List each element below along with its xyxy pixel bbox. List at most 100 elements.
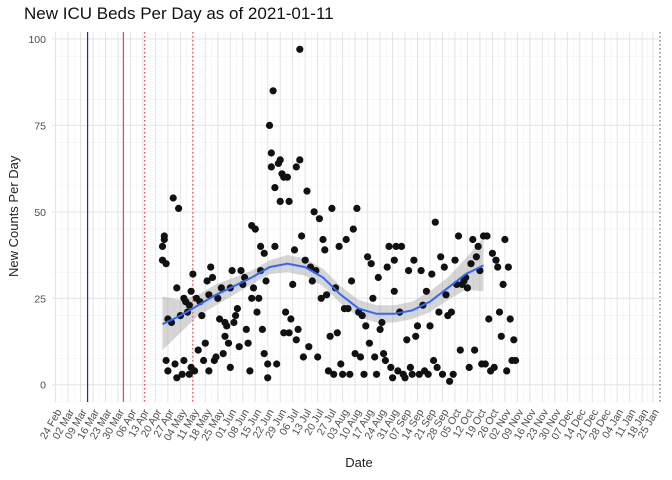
data-point (251, 225, 259, 233)
data-point (463, 284, 471, 292)
data-point (280, 329, 288, 337)
data-point (257, 242, 265, 250)
data-point (299, 353, 307, 361)
data-point (330, 370, 338, 378)
data-point (415, 370, 423, 378)
data-point (296, 156, 304, 164)
data-point (347, 277, 356, 285)
data-point (499, 280, 507, 288)
data-point (365, 339, 373, 347)
data-point (387, 363, 395, 371)
data-point (438, 370, 447, 378)
data-point (385, 242, 393, 250)
data-point (185, 301, 193, 309)
data-point (219, 350, 227, 358)
data-point (173, 374, 181, 382)
data-point (324, 367, 332, 375)
data-point (440, 263, 448, 271)
data-point (472, 253, 480, 261)
data-point (169, 194, 177, 202)
data-point (328, 204, 336, 212)
data-point (392, 242, 400, 250)
data-point (223, 322, 231, 330)
data-point (267, 163, 275, 171)
chart-title: New ICU Beds Per Day as of 2021-01-11 (24, 4, 334, 23)
data-point (481, 360, 489, 368)
data-point (442, 291, 450, 299)
data-point (390, 287, 398, 295)
data-point (394, 367, 402, 375)
data-point (319, 235, 327, 244)
data-point (296, 45, 304, 53)
data-point (198, 312, 206, 320)
data-point (310, 208, 318, 216)
data-point (246, 367, 254, 375)
data-point (372, 370, 381, 378)
data-point (264, 360, 272, 368)
data-point (233, 305, 241, 313)
data-point (422, 287, 430, 295)
data-point (205, 367, 213, 375)
data-point (356, 353, 365, 361)
data-point (378, 318, 386, 327)
x-axis-label: Date (345, 455, 373, 470)
data-point (321, 246, 329, 254)
data-point (389, 374, 397, 382)
data-point (435, 308, 443, 316)
data-point (232, 312, 240, 320)
data-point (490, 363, 498, 371)
data-point (362, 322, 370, 330)
data-point (162, 260, 170, 268)
data-point (235, 343, 243, 351)
data-point (446, 377, 454, 385)
data-point (495, 308, 504, 316)
data-point (360, 370, 368, 378)
data-point (504, 263, 512, 271)
data-point (248, 294, 256, 302)
data-point (323, 291, 331, 299)
data-point (430, 356, 438, 365)
data-point (426, 322, 434, 330)
data-point (371, 353, 379, 361)
data-point (315, 215, 323, 223)
data-point (456, 346, 464, 354)
data-point (406, 363, 414, 371)
data-point (287, 315, 295, 323)
data-point (265, 121, 274, 129)
data-point (271, 242, 279, 250)
data-point (390, 256, 398, 264)
data-point (212, 353, 220, 361)
data-point (262, 277, 270, 285)
data-point (471, 346, 479, 354)
data-point (437, 253, 445, 261)
data-point (305, 343, 313, 351)
data-point (260, 350, 268, 358)
data-point (397, 242, 406, 250)
data-point (282, 308, 290, 316)
data-point (301, 256, 309, 264)
data-point (230, 318, 238, 327)
data-point (364, 253, 372, 261)
data-point (410, 256, 418, 264)
data-point (173, 284, 181, 292)
data-point (510, 336, 518, 344)
data-point (494, 263, 502, 271)
data-point (200, 356, 208, 365)
data-point (276, 156, 284, 164)
data-point (171, 360, 179, 368)
data-point (224, 339, 233, 347)
data-point (412, 332, 420, 340)
data-point (308, 277, 316, 285)
data-point (374, 273, 382, 282)
data-point (158, 242, 167, 250)
data-point (317, 294, 325, 302)
data-point (292, 163, 300, 171)
data-point (185, 370, 193, 378)
data-point (216, 315, 224, 323)
data-point (292, 336, 300, 344)
data-point (201, 339, 209, 347)
data-point (226, 363, 234, 371)
y-tick-label: 75 (34, 120, 46, 132)
y-tick-label: 0 (40, 380, 46, 392)
